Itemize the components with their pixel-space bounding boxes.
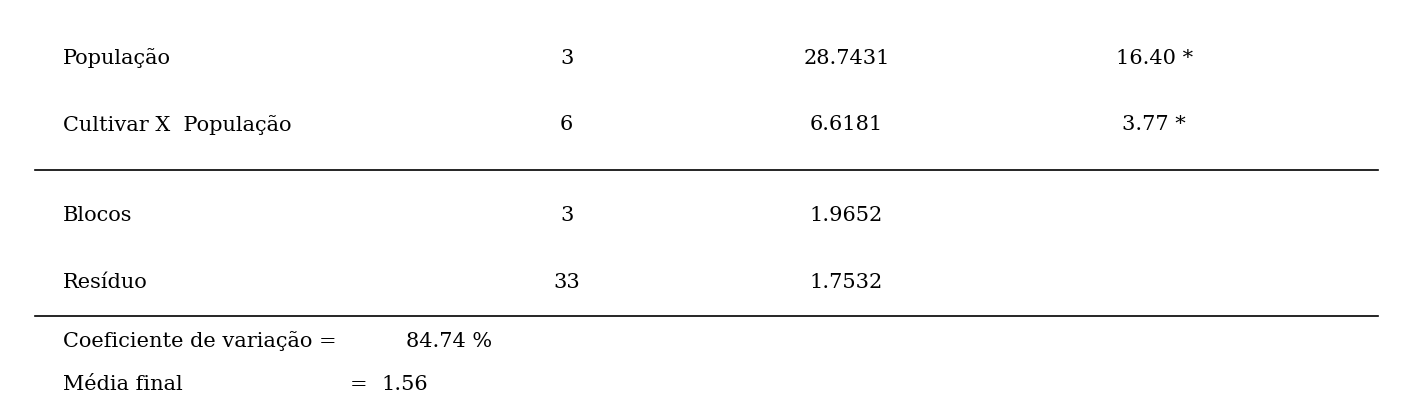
- Text: 3.77 *: 3.77 *: [1122, 115, 1186, 134]
- Text: 3: 3: [560, 206, 574, 225]
- Text: =: =: [350, 375, 367, 394]
- Text: 28.7431: 28.7431: [803, 48, 890, 68]
- Text: 3: 3: [560, 48, 574, 68]
- Text: 1.56: 1.56: [382, 375, 428, 394]
- Text: 6.6181: 6.6181: [810, 115, 883, 134]
- Text: População: População: [64, 48, 171, 68]
- Text: 16.40 *: 16.40 *: [1116, 48, 1193, 68]
- Text: 6: 6: [560, 115, 574, 134]
- Text: Blocos: Blocos: [64, 206, 133, 225]
- Text: 33: 33: [554, 273, 579, 292]
- Text: 1.7532: 1.7532: [810, 273, 883, 292]
- Text: 84.74 %: 84.74 %: [406, 332, 492, 350]
- Text: Média final: Média final: [64, 375, 182, 394]
- Text: Resíduo: Resíduo: [64, 273, 148, 292]
- Text: 1.9652: 1.9652: [810, 206, 883, 225]
- Text: Cultivar X  População: Cultivar X População: [64, 115, 291, 135]
- Text: Coeficiente de variação =: Coeficiente de variação =: [64, 331, 336, 351]
